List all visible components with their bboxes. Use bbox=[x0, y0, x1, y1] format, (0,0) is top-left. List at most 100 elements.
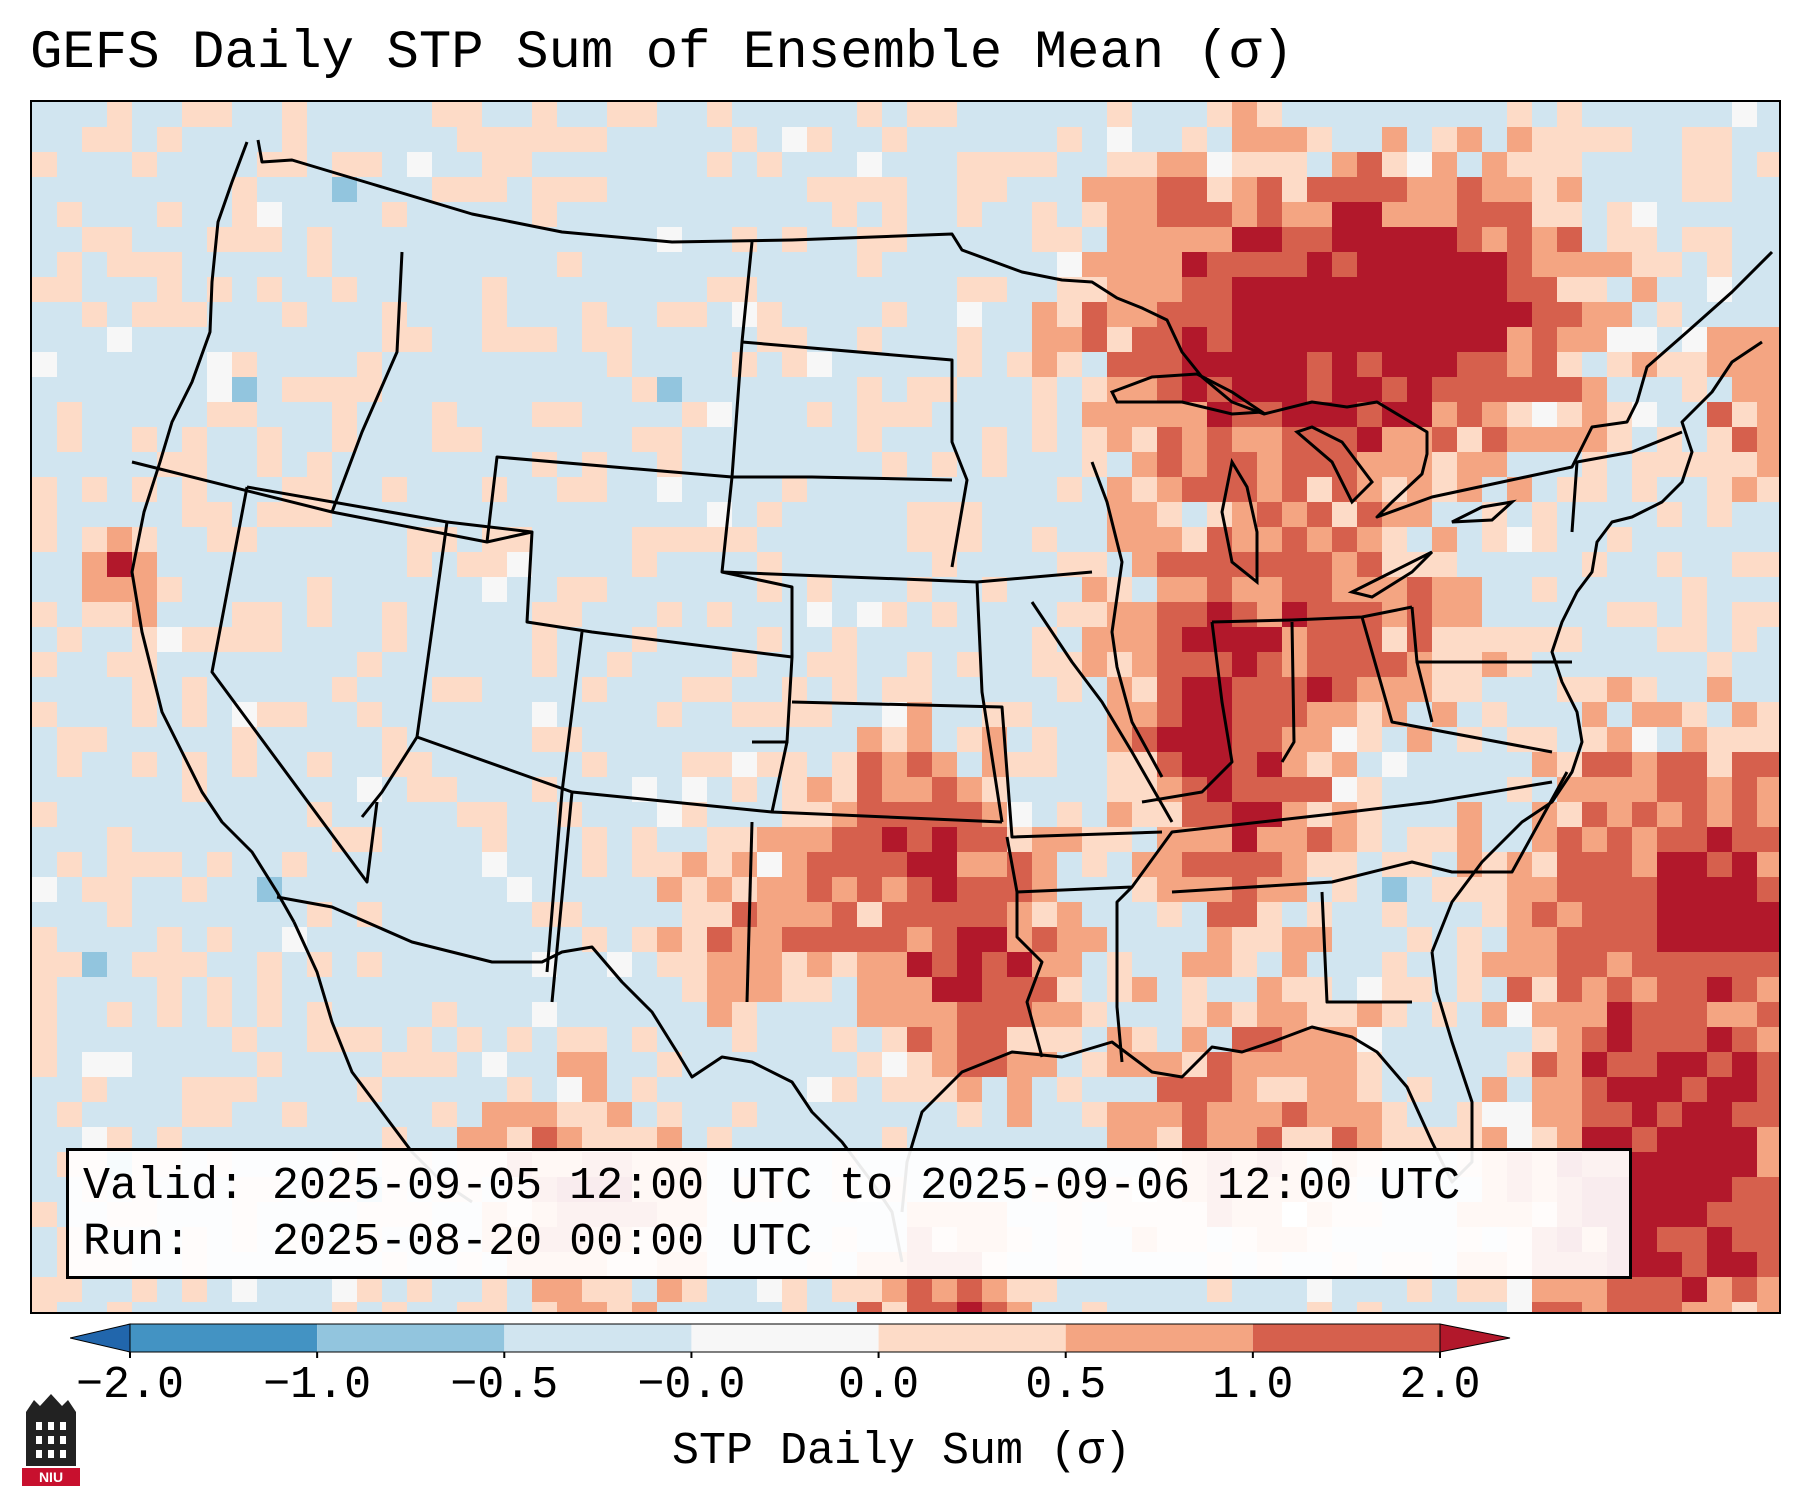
anomaly-cell bbox=[857, 1002, 882, 1027]
anomaly-cell bbox=[782, 927, 807, 952]
anomaly-cell bbox=[1182, 552, 1207, 577]
anomaly-cell bbox=[1282, 777, 1307, 802]
anomaly-cell bbox=[1707, 327, 1732, 352]
anomaly-cell bbox=[1557, 1052, 1582, 1077]
anomaly-cell bbox=[707, 827, 732, 852]
anomaly-cell bbox=[1282, 302, 1307, 327]
anomaly-cell bbox=[1632, 827, 1657, 852]
anomaly-cell bbox=[1532, 977, 1557, 1002]
anomaly-cell bbox=[1732, 977, 1757, 1002]
anomaly-cell bbox=[1007, 1077, 1032, 1102]
anomaly-cell bbox=[182, 677, 207, 702]
anomaly-cell bbox=[1207, 552, 1232, 577]
anomaly-cell bbox=[932, 102, 957, 127]
anomaly-cell bbox=[1307, 577, 1332, 602]
anomaly-cell bbox=[782, 902, 807, 927]
anomaly-cell bbox=[1257, 277, 1282, 302]
anomaly-cell bbox=[1682, 752, 1707, 777]
anomaly-cell bbox=[1632, 327, 1657, 352]
anomaly-cell bbox=[1707, 1027, 1732, 1052]
anomaly-cell bbox=[1407, 627, 1432, 652]
anomaly-cell bbox=[1057, 252, 1082, 277]
anomaly-cell bbox=[1732, 1202, 1757, 1227]
anomaly-cell bbox=[907, 852, 932, 877]
anomaly-cell bbox=[882, 177, 907, 202]
valid-time-box: Valid: 2025-09-05 12:00 UTC to 2025-09-0… bbox=[66, 1148, 1632, 1279]
anomaly-cell bbox=[707, 152, 732, 177]
anomaly-cell bbox=[1382, 627, 1407, 652]
anomaly-cell bbox=[1532, 127, 1557, 152]
anomaly-cell bbox=[57, 752, 82, 777]
anomaly-cell bbox=[57, 427, 82, 452]
anomaly-cell bbox=[1157, 227, 1182, 252]
anomaly-cell bbox=[632, 1077, 657, 1102]
anomaly-cell bbox=[432, 402, 457, 427]
anomaly-cell bbox=[457, 1302, 482, 1312]
anomaly-cell bbox=[1057, 352, 1082, 377]
anomaly-cell bbox=[57, 1102, 82, 1127]
anomaly-cell bbox=[1682, 1027, 1707, 1052]
anomaly-cell bbox=[1532, 302, 1557, 327]
anomaly-cell bbox=[632, 827, 657, 852]
anomaly-cell bbox=[1157, 602, 1182, 627]
anomaly-cell bbox=[1307, 827, 1332, 852]
anomaly-cell bbox=[307, 1027, 332, 1052]
anomaly-cell bbox=[382, 202, 407, 227]
anomaly-cell bbox=[557, 477, 582, 502]
anomaly-cell bbox=[507, 552, 532, 577]
anomaly-cell bbox=[1132, 602, 1157, 627]
anomaly-cell bbox=[1682, 327, 1707, 352]
anomaly-cell bbox=[1557, 1102, 1582, 1127]
anomaly-cell bbox=[157, 302, 182, 327]
anomaly-cell bbox=[382, 602, 407, 627]
anomaly-cell bbox=[432, 1102, 457, 1127]
anomaly-cell bbox=[732, 877, 757, 902]
anomaly-cell bbox=[1057, 902, 1082, 927]
anomaly-cell bbox=[1457, 577, 1482, 602]
anomaly-cell bbox=[1707, 152, 1732, 177]
anomaly-cell bbox=[1757, 1252, 1779, 1277]
anomaly-cell bbox=[1582, 1052, 1607, 1077]
anomaly-cell bbox=[232, 402, 257, 427]
anomaly-cell bbox=[1407, 352, 1432, 377]
anomaly-cell bbox=[607, 1102, 632, 1127]
anomaly-cell bbox=[1607, 602, 1632, 627]
anomaly-cell bbox=[857, 377, 882, 402]
anomaly-cell bbox=[1182, 602, 1207, 627]
anomaly-cell bbox=[1607, 252, 1632, 277]
anomaly-cell bbox=[1632, 777, 1657, 802]
anomaly-cell bbox=[1532, 227, 1557, 252]
anomaly-cell bbox=[882, 402, 907, 427]
anomaly-cell bbox=[1682, 1077, 1707, 1102]
anomaly-cell bbox=[807, 177, 832, 202]
anomaly-cell bbox=[982, 927, 1007, 952]
anomaly-cell bbox=[1707, 127, 1732, 152]
anomaly-cell bbox=[382, 627, 407, 652]
anomaly-cell bbox=[182, 877, 207, 902]
anomaly-cell bbox=[882, 752, 907, 777]
anomaly-cell bbox=[82, 1127, 107, 1152]
anomaly-cell bbox=[582, 1302, 607, 1312]
colorbar-extend-low bbox=[70, 1323, 131, 1353]
anomaly-cell bbox=[1532, 877, 1557, 902]
anomaly-cell bbox=[307, 252, 332, 277]
anomaly-cell bbox=[1707, 1277, 1732, 1302]
anomaly-cell bbox=[957, 777, 982, 802]
anomaly-cell bbox=[732, 1002, 757, 1027]
anomaly-cell bbox=[132, 952, 157, 977]
anomaly-cell bbox=[1507, 1002, 1532, 1027]
anomaly-cell bbox=[1657, 827, 1682, 852]
anomaly-cell bbox=[682, 1277, 707, 1302]
anomaly-cell bbox=[1182, 427, 1207, 452]
anomaly-cell bbox=[1632, 802, 1657, 827]
anomaly-cell bbox=[1757, 727, 1779, 752]
anomaly-cell bbox=[557, 252, 582, 277]
anomaly-cell bbox=[307, 377, 332, 402]
anomaly-cell bbox=[957, 877, 982, 902]
anomaly-cell bbox=[1432, 127, 1457, 152]
anomaly-cell bbox=[1557, 177, 1582, 202]
anomaly-cell bbox=[1532, 402, 1557, 427]
anomaly-cell bbox=[57, 402, 82, 427]
anomaly-cell bbox=[1207, 1127, 1232, 1152]
anomaly-cell bbox=[1132, 277, 1157, 302]
